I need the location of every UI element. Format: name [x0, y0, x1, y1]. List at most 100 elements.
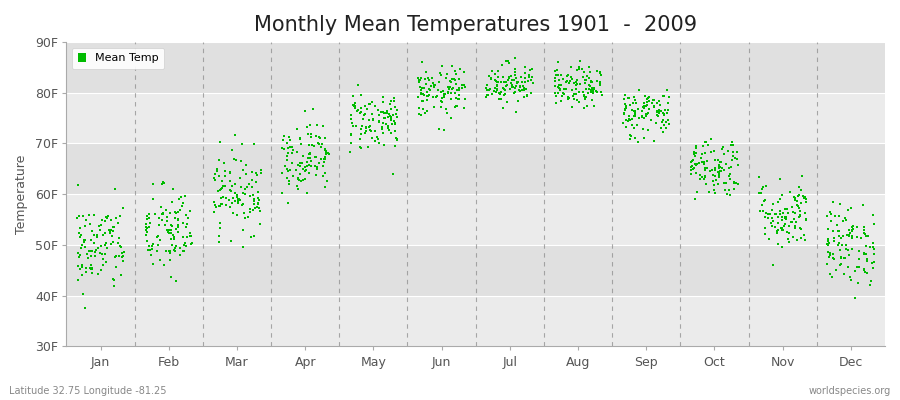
Point	[778, 214, 793, 220]
Point	[251, 188, 266, 195]
Point	[498, 87, 512, 93]
Point	[359, 124, 374, 130]
Point	[84, 236, 98, 243]
Point	[100, 245, 114, 252]
Point	[626, 100, 640, 107]
Point	[284, 144, 299, 150]
Point	[492, 90, 507, 96]
Point	[86, 232, 101, 238]
Point	[788, 194, 803, 201]
Point	[230, 192, 244, 198]
Point	[318, 146, 332, 152]
Point	[857, 224, 871, 230]
Point	[421, 86, 436, 92]
Point	[390, 137, 404, 143]
Point	[755, 208, 770, 214]
Point	[428, 84, 442, 90]
Point	[172, 207, 186, 213]
Point	[480, 86, 494, 93]
Point	[384, 98, 399, 104]
Point	[508, 89, 522, 95]
Point	[302, 155, 317, 161]
Point	[296, 152, 310, 159]
Point	[443, 77, 457, 84]
Point	[619, 124, 634, 130]
Point	[412, 78, 427, 85]
Point	[578, 77, 592, 84]
Point	[860, 258, 875, 264]
Point	[857, 230, 871, 236]
Point	[827, 255, 842, 262]
Point	[559, 78, 573, 85]
Bar	[67, 194, 885, 245]
Point	[99, 239, 113, 246]
Point	[579, 96, 593, 102]
Point	[480, 92, 494, 98]
Point	[565, 87, 580, 93]
Point	[356, 112, 371, 119]
Point	[302, 162, 316, 169]
Point	[522, 72, 536, 78]
Point	[354, 145, 368, 152]
Point	[281, 168, 295, 175]
Point	[81, 247, 95, 254]
Point	[572, 99, 586, 105]
Point	[491, 96, 506, 102]
Point	[153, 257, 167, 264]
Point	[489, 89, 503, 96]
Point	[797, 236, 812, 243]
Point	[832, 240, 846, 246]
Point	[151, 222, 166, 228]
Point	[90, 232, 104, 238]
Point	[413, 90, 428, 97]
Point	[236, 190, 250, 196]
Point	[508, 66, 522, 72]
Point	[590, 68, 604, 74]
Point	[595, 92, 609, 98]
Point	[183, 207, 197, 214]
Point	[364, 128, 378, 134]
Point	[775, 225, 789, 231]
Point	[85, 261, 99, 268]
Point	[298, 176, 312, 182]
Point	[686, 166, 700, 173]
Point	[843, 277, 858, 283]
Point	[852, 264, 867, 270]
Point	[631, 139, 645, 145]
Point	[414, 112, 428, 118]
Point	[98, 230, 112, 236]
Point	[482, 72, 497, 79]
Point	[785, 204, 799, 210]
Point	[784, 218, 798, 225]
Point	[823, 252, 837, 258]
Point	[779, 229, 794, 235]
Point	[449, 80, 464, 87]
Point	[787, 216, 801, 222]
Point	[752, 174, 767, 180]
Point	[164, 227, 178, 234]
Point	[577, 92, 591, 98]
Point	[85, 270, 99, 276]
Point	[572, 88, 586, 95]
Point	[867, 251, 881, 257]
Point	[698, 165, 712, 172]
Point	[83, 220, 97, 227]
Point	[551, 84, 565, 90]
Point	[417, 92, 431, 98]
Point	[236, 227, 250, 234]
Point	[216, 194, 230, 200]
Point	[641, 95, 655, 101]
Point	[448, 90, 463, 97]
Point	[823, 209, 837, 215]
Point	[181, 215, 195, 222]
Bar	[67, 144, 885, 194]
Point	[294, 160, 309, 166]
Point	[227, 156, 241, 162]
Point	[151, 233, 166, 239]
Point	[139, 224, 153, 230]
Point	[416, 106, 430, 112]
Point	[416, 91, 430, 97]
Point	[163, 250, 177, 256]
Point	[490, 83, 504, 90]
Point	[447, 76, 462, 83]
